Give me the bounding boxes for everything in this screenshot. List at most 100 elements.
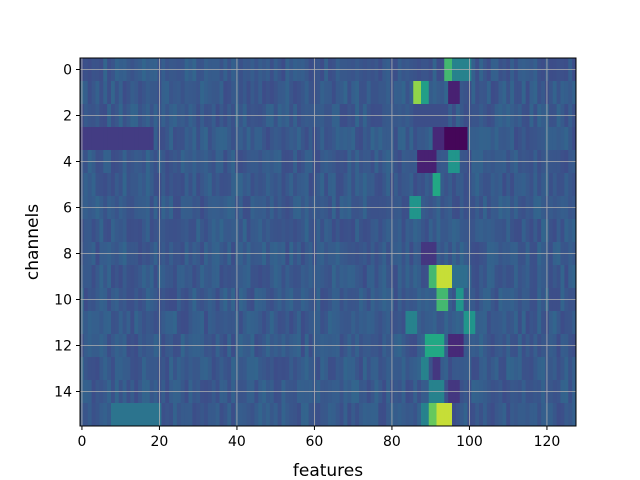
heatmap-cell — [118, 265, 124, 289]
heatmap-cell — [246, 357, 251, 381]
heatmap-cell — [242, 357, 248, 381]
heatmap-cell — [126, 127, 131, 151]
heatmap-cell — [308, 127, 313, 151]
heatmap-cell — [529, 173, 534, 197]
heatmap-cell — [227, 403, 232, 427]
heatmap-cell — [196, 219, 201, 243]
heatmap-cell — [405, 173, 410, 197]
heatmap-cell — [428, 265, 434, 289]
heatmap-cell — [331, 357, 337, 381]
heatmap-cell — [246, 265, 251, 289]
heatmap-cell — [386, 173, 391, 197]
heatmap-cell — [196, 311, 201, 335]
heatmap-cell — [455, 311, 461, 335]
heatmap-cell — [393, 357, 399, 381]
heatmap-cell — [223, 127, 228, 151]
heatmap-cell — [444, 357, 449, 381]
heatmap-cell — [436, 81, 441, 105]
heatmap-cell — [428, 81, 434, 105]
heatmap-cell — [227, 265, 232, 289]
heatmap-cell — [506, 219, 511, 243]
heatmap-cell — [138, 81, 143, 105]
heatmap-cell — [281, 311, 286, 335]
heatmap-cell — [479, 403, 484, 427]
heatmap-cell — [99, 357, 104, 381]
y-tick-label: 12 — [54, 339, 72, 355]
heatmap-cell — [87, 127, 93, 151]
heatmap-cell — [490, 403, 496, 427]
heatmap-cell — [111, 311, 116, 335]
heatmap-cell — [417, 81, 422, 105]
heatmap-cell — [335, 311, 341, 335]
heatmap-cell — [161, 311, 166, 335]
heatmap-cell — [498, 403, 503, 427]
heatmap-cell — [568, 127, 573, 151]
heatmap-cell — [405, 403, 410, 427]
heatmap-cell — [324, 81, 329, 105]
heatmap-cell — [421, 265, 426, 289]
heatmap-cell — [254, 311, 259, 335]
heatmap-cell — [560, 219, 565, 243]
heatmap-cell — [432, 403, 437, 427]
heatmap-cell — [223, 81, 228, 105]
heatmap-cell — [424, 311, 430, 335]
heatmap-cell — [153, 81, 158, 105]
heatmap-cell — [99, 81, 104, 105]
heatmap-cell — [401, 265, 406, 289]
heatmap-cell — [130, 265, 135, 289]
heatmap-cell — [548, 173, 554, 197]
heatmap-cell — [548, 127, 554, 151]
x-tick-label: 120 — [534, 434, 561, 450]
heatmap-cell — [351, 403, 356, 427]
heatmap-cell — [304, 219, 310, 243]
heatmap-cell — [211, 403, 217, 427]
heatmap-cell — [572, 311, 577, 335]
heatmap-cell — [165, 173, 170, 197]
heatmap-cell — [196, 81, 201, 105]
heatmap-cell — [436, 127, 441, 151]
heatmap-cell — [405, 81, 410, 105]
heatmap-cell — [285, 311, 290, 335]
heatmap-cell — [246, 403, 251, 427]
heatmap-cell — [153, 127, 158, 151]
heatmap-cell — [556, 173, 561, 197]
heatmap-cell — [91, 173, 96, 197]
heatmap-cell — [479, 311, 484, 335]
heatmap-cell — [471, 357, 476, 381]
heatmap-cell — [355, 403, 360, 427]
heatmap-cell — [347, 265, 352, 289]
heatmap-cell — [145, 265, 151, 289]
heatmap-cell — [254, 357, 259, 381]
heatmap-cell — [145, 403, 151, 427]
heatmap-cell — [475, 173, 480, 197]
heatmap-cell — [359, 403, 364, 427]
heatmap-cell — [266, 265, 271, 289]
heatmap-cell — [304, 357, 310, 381]
heatmap-cell — [405, 219, 410, 243]
heatmap-cell — [525, 311, 530, 335]
heatmap-cell — [297, 127, 302, 151]
heatmap-cell — [529, 311, 534, 335]
heatmap-cell — [227, 127, 232, 151]
heatmap-cell — [180, 219, 186, 243]
heatmap-cell — [362, 311, 368, 335]
heatmap-cell — [343, 81, 348, 105]
heatmap-cell — [293, 265, 298, 289]
heatmap-cell — [149, 403, 155, 427]
y-tick-label: 2 — [63, 109, 72, 125]
heatmap-cell — [215, 403, 220, 427]
heatmap-cell — [339, 265, 344, 289]
heatmap-cell — [328, 311, 333, 335]
heatmap-cell — [297, 219, 302, 243]
heatmap-cell — [238, 357, 244, 381]
heatmap-cell — [250, 357, 255, 381]
heatmap-cell — [351, 127, 356, 151]
heatmap-cell — [548, 403, 554, 427]
heatmap-cell — [533, 265, 538, 289]
heatmap-cell — [393, 265, 399, 289]
heatmap-cell — [428, 173, 434, 197]
heatmap-cell — [366, 219, 372, 243]
heatmap-cell — [91, 265, 96, 289]
heatmap-cell — [281, 403, 286, 427]
heatmap-cell — [231, 311, 236, 335]
